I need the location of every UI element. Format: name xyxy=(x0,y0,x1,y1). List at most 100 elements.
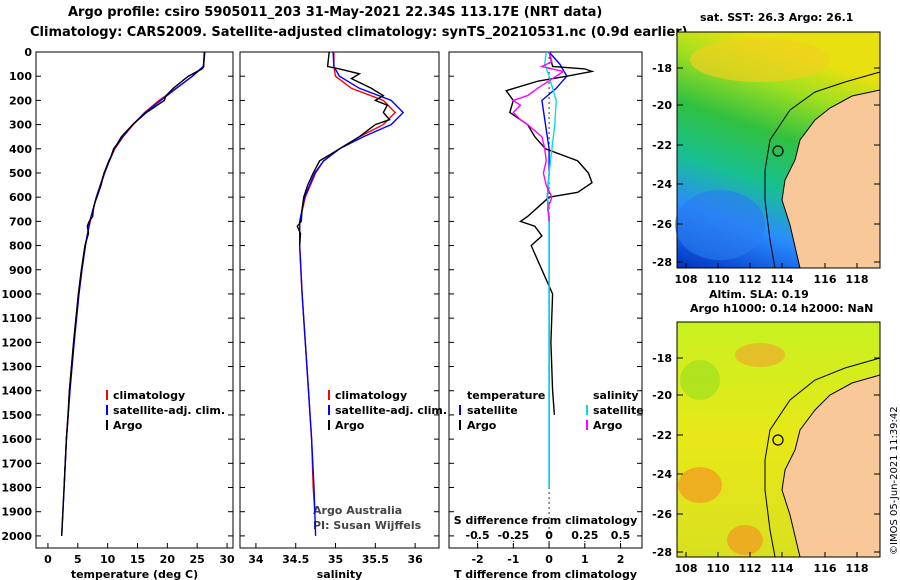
argo-line xyxy=(61,52,205,536)
depth-tick-label: 1900 xyxy=(1,506,32,519)
salinity-series-group xyxy=(296,52,405,536)
sla-map-frame xyxy=(676,321,881,558)
map-lat-label: -24 xyxy=(652,468,672,481)
difference-xtick-label: -2 xyxy=(471,553,483,566)
map-lat-label: -18 xyxy=(652,352,672,365)
map-lat-label: -26 xyxy=(652,218,672,231)
map-lon-label: 112 xyxy=(739,273,762,286)
temperature-xtick-label: 5 xyxy=(74,553,82,566)
map-lat-label: -28 xyxy=(652,546,672,559)
map-lon-label: 114 xyxy=(771,273,794,286)
temperature-xtick-label: 25 xyxy=(190,553,205,566)
header-line2: Climatology: CARS2009. Satellite-adjuste… xyxy=(30,25,688,40)
imos-credit: ©IMOS 05-Jun-2021 11:39:42 xyxy=(889,406,900,555)
map-lon-label: 118 xyxy=(846,273,869,286)
depth-tick-label: 1600 xyxy=(1,433,32,446)
sst-warm-patch xyxy=(690,38,830,82)
sst-map xyxy=(675,31,881,269)
map-lon-label: 116 xyxy=(814,562,837,575)
depth-tick-label: 2000 xyxy=(1,530,32,543)
s-xlabel: S difference from climatology xyxy=(454,514,638,527)
depth-tick-label: 1500 xyxy=(1,409,32,422)
salinity-legend-label: climatology xyxy=(335,389,407,402)
salinity-xlabel: salinity xyxy=(317,568,363,580)
depth-tick-label: 1700 xyxy=(1,457,32,470)
sla-map xyxy=(676,321,881,558)
map-lat-label: -24 xyxy=(652,178,672,191)
map-lat-label: -20 xyxy=(652,99,672,112)
s-legend-label: Argo xyxy=(593,419,623,432)
map-lat-label: -26 xyxy=(652,508,672,521)
difference-xlabel: T difference from climatology xyxy=(454,568,637,580)
depth-tick-label: 400 xyxy=(9,143,32,156)
temperature-xtick-label: 30 xyxy=(219,553,235,566)
map-lon-label: 118 xyxy=(846,562,869,575)
isobath-1000 xyxy=(764,71,881,269)
t-satellite-line xyxy=(541,52,568,488)
satellite-adj.-clim.-line xyxy=(299,52,405,536)
s-xtick-label: -0.5 xyxy=(466,529,490,542)
depth-tick-label: 1300 xyxy=(1,361,32,374)
salinity-legend-label: Argo xyxy=(335,419,365,432)
s-legend-label: satellite xyxy=(593,404,644,417)
header-line1: Argo profile: csiro 5905011_203 31-May-2… xyxy=(68,5,603,20)
s-argo-line xyxy=(511,52,566,222)
t-legend-label: satellite xyxy=(467,404,518,417)
salinity-xtick-label: 34 xyxy=(248,553,264,566)
depth-tick-label: 1800 xyxy=(1,482,32,495)
salinity-xtick-label: 34.5 xyxy=(282,553,309,566)
s-xtick-label: -0.25 xyxy=(497,529,529,542)
salinity-xtick-label: 35 xyxy=(328,553,343,566)
temperature-xtick-label: 10 xyxy=(100,553,116,566)
depth-tick-label: 700 xyxy=(9,215,32,228)
sla-title1: Altim. SLA: 0.19 xyxy=(709,288,809,301)
s-xtick-label: 0.25 xyxy=(571,529,598,542)
climatology-line xyxy=(299,52,397,512)
salinity-legend-label: satellite-adj. clim. xyxy=(335,404,447,417)
sst-cold-patch xyxy=(675,190,765,260)
depth-tick-label: 0 xyxy=(24,46,32,59)
depth-tick-label: 600 xyxy=(9,191,32,204)
isobath-1000-2 xyxy=(764,357,881,558)
temperature-xlabel: temperature (deg C) xyxy=(71,568,198,580)
map-lat-label: -18 xyxy=(652,62,672,75)
difference-series-group xyxy=(505,52,595,488)
s-legend-heading: salinity xyxy=(593,389,639,402)
argo-position-marker xyxy=(772,145,784,157)
depth-tick-label: 200 xyxy=(9,94,32,107)
map-lat-label: -22 xyxy=(652,429,672,442)
map-lon-label: 116 xyxy=(814,273,837,286)
temperature-legend-label: Argo xyxy=(113,419,143,432)
temperature-legend-label: satellite-adj. clim. xyxy=(113,404,225,417)
depth-tick-label: 1200 xyxy=(1,336,32,349)
temperature-xtick-label: 15 xyxy=(130,553,145,566)
sla-high-patch-2 xyxy=(727,525,763,555)
temperature-axes-frame xyxy=(35,51,234,549)
depth-tick-label: 300 xyxy=(9,119,32,132)
salinity-axes-frame xyxy=(239,51,440,549)
sla-low-patch xyxy=(680,360,720,400)
map-lat-label: -20 xyxy=(652,389,672,402)
temperature-series-group xyxy=(61,52,206,536)
depth-tick-label: 1000 xyxy=(1,288,32,301)
temperature-xtick-label: 0 xyxy=(44,553,52,566)
sla-high-patch xyxy=(678,467,722,503)
difference-xtick-label: 2 xyxy=(617,553,625,566)
map-lon-label: 108 xyxy=(675,562,698,575)
map-lon-label: 112 xyxy=(739,562,762,575)
sst-map-title: sat. SST: 26.3 Argo: 26.1 xyxy=(700,11,854,24)
difference-xtick-label: 1 xyxy=(581,553,589,566)
t-legend-heading: temperature xyxy=(467,389,545,402)
s-satellite-line xyxy=(544,52,557,488)
sla-high-patch-3 xyxy=(735,343,785,367)
depth-tick-label: 100 xyxy=(9,70,32,83)
t-legend-label: Argo xyxy=(467,419,497,432)
map-lon-label: 110 xyxy=(707,273,730,286)
s-xtick-label: 0 xyxy=(545,529,553,542)
depth-tick-label: 1400 xyxy=(1,385,32,398)
depth-tick-label: 500 xyxy=(9,167,32,180)
salinity-xtick-label: 36 xyxy=(407,553,423,566)
difference-xtick-label: -1 xyxy=(507,553,519,566)
depth-tick-label: 900 xyxy=(9,264,32,277)
